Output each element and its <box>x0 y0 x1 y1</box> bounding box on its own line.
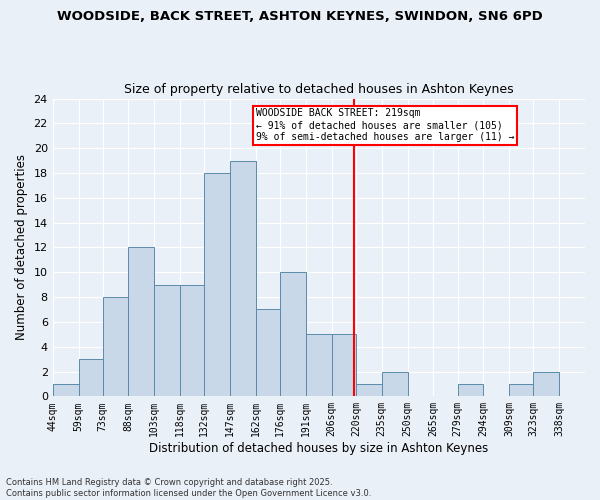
Title: Size of property relative to detached houses in Ashton Keynes: Size of property relative to detached ho… <box>124 83 514 96</box>
Bar <box>180 284 204 397</box>
Bar <box>382 372 407 396</box>
Text: WOODSIDE, BACK STREET, ASHTON KEYNES, SWINDON, SN6 6PD: WOODSIDE, BACK STREET, ASHTON KEYNES, SW… <box>57 10 543 23</box>
Bar <box>204 173 230 396</box>
Bar <box>230 160 256 396</box>
Bar <box>280 272 306 396</box>
Bar <box>306 334 332 396</box>
Bar <box>53 384 79 396</box>
Text: Contains HM Land Registry data © Crown copyright and database right 2025.
Contai: Contains HM Land Registry data © Crown c… <box>6 478 371 498</box>
Bar <box>458 384 484 396</box>
Bar <box>256 310 280 396</box>
Bar <box>332 334 356 396</box>
Bar <box>356 384 382 396</box>
Bar <box>154 284 180 397</box>
Bar <box>79 359 103 397</box>
Bar <box>509 384 533 396</box>
Y-axis label: Number of detached properties: Number of detached properties <box>15 154 28 340</box>
X-axis label: Distribution of detached houses by size in Ashton Keynes: Distribution of detached houses by size … <box>149 442 488 455</box>
Bar <box>103 297 128 396</box>
Text: WOODSIDE BACK STREET: 219sqm
← 91% of detached houses are smaller (105)
9% of se: WOODSIDE BACK STREET: 219sqm ← 91% of de… <box>256 108 514 142</box>
Bar <box>533 372 559 396</box>
Bar <box>128 248 154 396</box>
